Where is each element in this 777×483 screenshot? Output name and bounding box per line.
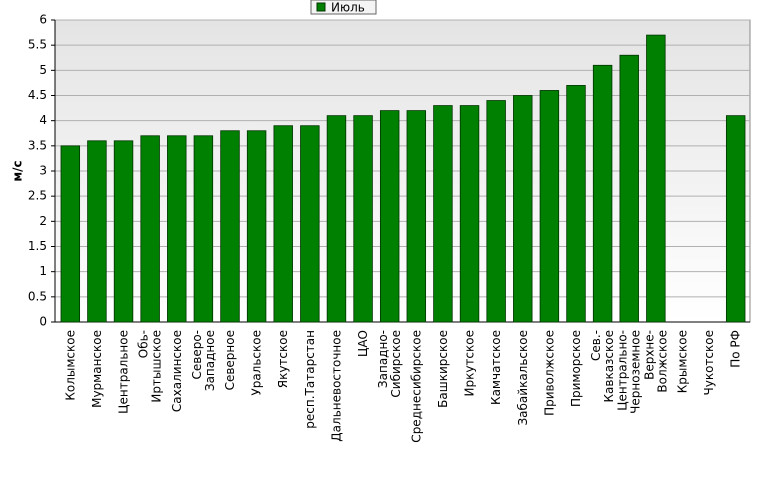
x-tick-label: Уральское <box>250 330 264 396</box>
x-tick-label: Верхне-Волжское <box>642 330 669 393</box>
x-tick-label: Чукотское <box>702 330 716 395</box>
legend-swatch <box>316 2 326 12</box>
x-tick-label: Обь-Иртышское <box>137 330 164 403</box>
bar <box>167 135 187 323</box>
bar <box>725 115 746 323</box>
x-tick-label: Забайкальское <box>516 330 530 426</box>
bar <box>273 125 293 323</box>
x-tick-label: По РФ <box>729 330 743 368</box>
bar <box>539 90 560 323</box>
bar <box>379 110 400 323</box>
y-tick-label: 6 <box>39 13 47 27</box>
bar <box>353 115 373 323</box>
bar <box>300 125 320 323</box>
legend-label: Июль <box>331 1 365 15</box>
bar <box>113 140 134 323</box>
x-tick-label: Приволжское <box>542 330 556 416</box>
x-tick-label: Крымское <box>675 330 689 393</box>
bar <box>619 54 639 323</box>
x-tick-label: Мурманское <box>90 330 104 408</box>
bar <box>246 130 267 323</box>
legend-box <box>310 0 377 15</box>
bar <box>140 135 160 323</box>
y-tick-label: 5 <box>39 63 47 77</box>
y-tick-label: 0 <box>39 315 47 329</box>
bar <box>459 105 480 323</box>
x-tick-label: Сев.-Кавказское <box>589 330 616 403</box>
y-tick-label: 1.5 <box>28 239 47 253</box>
bar <box>87 140 107 323</box>
bar <box>60 145 81 323</box>
x-tick-label: Северное <box>223 330 237 390</box>
bar <box>486 100 506 323</box>
bar <box>193 135 214 323</box>
x-tick-label: Западно-Сибирское <box>376 330 403 398</box>
bar <box>406 110 427 323</box>
bar <box>220 130 240 323</box>
x-tick-label: Иркутское <box>463 330 477 397</box>
x-tick-label: Северо-Западное <box>190 330 217 391</box>
x-tick-label: Башкирское <box>436 330 450 408</box>
y-tick-label: 5.5 <box>28 38 47 52</box>
y-tick-label: 3.5 <box>28 138 47 152</box>
x-tick-label: Колымское <box>63 330 77 401</box>
x-tick-label: Приморское <box>569 330 583 407</box>
x-tick-label: Центрально-Черноземное <box>616 330 643 414</box>
y-tick-label: 1 <box>39 264 47 278</box>
x-tick-label: Центральное <box>117 330 131 414</box>
x-tick-label: Сахалинское <box>170 330 184 412</box>
bar <box>566 85 586 323</box>
bar <box>513 95 533 323</box>
bar <box>326 115 347 323</box>
x-tick-label: Якутское <box>276 330 290 388</box>
y-tick-label: 2 <box>39 214 47 228</box>
x-tick-label: ЦАО <box>356 330 370 357</box>
bar <box>433 105 453 323</box>
y-tick-label: 4 <box>39 113 47 127</box>
y-tick-label: 4.5 <box>28 88 47 102</box>
x-tick-label: респ.Татарстан <box>303 330 317 429</box>
x-tick-label: Дальневосточное <box>329 330 343 442</box>
x-tick-label: Камчатское <box>489 330 503 405</box>
x-tick-label: Среднесибирское <box>409 330 423 443</box>
y-tick-label: 3 <box>39 164 47 178</box>
bar <box>592 64 613 323</box>
y-axis-label: м/с <box>11 160 25 181</box>
y-tick-label: 0.5 <box>28 289 47 303</box>
bar <box>646 34 666 323</box>
y-tick-label: 2.5 <box>28 189 47 203</box>
